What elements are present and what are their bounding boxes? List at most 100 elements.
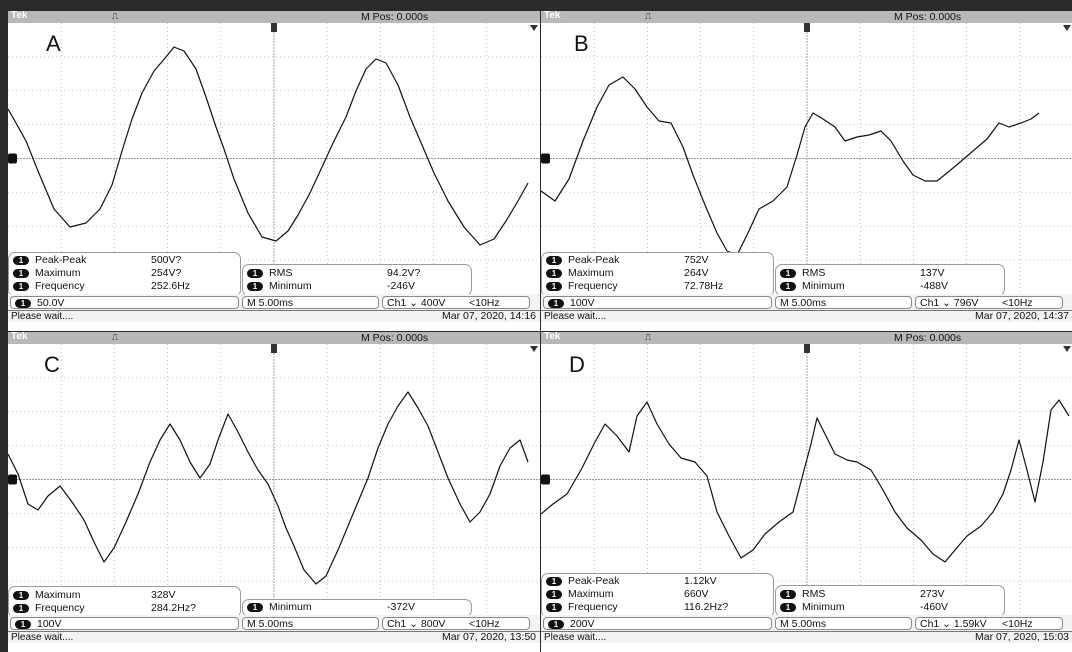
- divider: [541, 310, 1072, 311]
- measurement-row: 1 Minimum -372V: [247, 601, 467, 614]
- volts-per-div: 1 200V: [543, 617, 772, 630]
- measurement-box-left: 1 Peak-Peak 1.12kV 1 Maximum 660V 1 Frequen…: [541, 573, 774, 618]
- channel-1-ground-marker: [8, 153, 17, 164]
- channel-1-ground-marker: [541, 474, 550, 485]
- trigger-position-icon: ⎍: [645, 332, 652, 342]
- mpos-readout: M Pos: 0.000s: [361, 11, 429, 23]
- status-bar: 1 50.0V M 5.00ms Ch1 ⌄ 400V <10Hz Please w…: [8, 294, 540, 322]
- channel-1-badge: 1: [247, 602, 263, 612]
- channel-1-badge: 1: [247, 281, 263, 291]
- measurement-row: 1 Peak-Peak 1.12kV: [546, 575, 771, 588]
- measurement-label: 1 RMS: [247, 267, 292, 280]
- scope-header: Tek ⎍ M Pos: 0.000s: [8, 332, 540, 344]
- date-readout: Mar 07, 2020, 13:50: [442, 631, 536, 643]
- trigger-time-marker: [804, 23, 810, 32]
- panel-letter: D: [569, 352, 585, 377]
- measurement-box-left: 1 Maximum 328V 1 Frequency 284.2Hz?: [8, 586, 241, 618]
- measurement-value: 116.2Hz?: [684, 601, 729, 613]
- panel-letter: B: [574, 31, 589, 56]
- measurement-row: 1 Minimum -460V: [780, 601, 1000, 614]
- measurement-value: 137V: [920, 267, 945, 279]
- measurement-value: 284.2Hz?: [151, 602, 196, 614]
- channel-1-badge: 1: [780, 268, 796, 278]
- trigger-level-marker: [1063, 25, 1071, 31]
- channel-1-badge: 1: [13, 603, 29, 613]
- measurement-row: 1 Maximum 254V?: [13, 267, 238, 280]
- channel-1-badge: 1: [247, 268, 263, 278]
- waveform-trace: [541, 399, 1070, 563]
- channel-1-badge: 1: [546, 255, 562, 265]
- trigger-frequency: <10Hz: [1002, 297, 1033, 309]
- measurement-label: 1 Minimum: [247, 601, 312, 614]
- measurement-label: 1 Minimum: [247, 280, 312, 293]
- measurement-value: 264V: [684, 267, 709, 279]
- channel-1-ground-marker: [8, 474, 17, 485]
- measurement-value: 252.6Hz: [151, 280, 191, 292]
- measurement-label: 1 Frequency: [546, 280, 618, 293]
- trigger-readout: Ch1 ⌄ 1.59kV <10Hz: [915, 617, 1063, 630]
- scope-panel-d: Tek ⎍ M Pos: 0.000s D 1 Peak-Peak 1.12kV …: [541, 332, 1072, 652]
- timebase-readout: M 5.00ms: [775, 296, 912, 309]
- trigger-readout: Ch1 ⌄ 796V <10Hz: [915, 296, 1063, 309]
- measurement-value: -488V: [920, 280, 949, 292]
- scope-header: Tek ⎍ M Pos: 0.000s: [8, 11, 540, 23]
- channel-1-badge: 1: [548, 298, 564, 308]
- brand-label: Tek: [11, 11, 28, 21]
- measurement-row: 1 Minimum -488V: [780, 280, 1000, 293]
- panel-letter: A: [46, 31, 61, 56]
- measurement-row: 1 Frequency 252.6Hz: [13, 280, 238, 293]
- channel-1-badge: 1: [548, 619, 564, 629]
- brand-label: Tek: [544, 11, 561, 21]
- measurement-row: 1 Maximum 660V: [546, 588, 771, 601]
- channel-1-badge: 1: [15, 619, 31, 629]
- measurement-box-right: 1 RMS 94.2V? 1 Minimum -246V: [242, 264, 472, 296]
- measurement-row: 1 Maximum 264V: [546, 267, 771, 280]
- waveform-trace: [8, 391, 529, 585]
- measurement-box-right: 1 Minimum -372V: [242, 599, 472, 617]
- measurement-label: 1 Minimum: [780, 601, 845, 614]
- measurement-value: -246V: [387, 280, 416, 292]
- channel-1-badge: 1: [13, 268, 29, 278]
- trigger-frequency: <10Hz: [469, 297, 500, 309]
- brand-label: Tek: [11, 332, 28, 342]
- measurement-label: 1 RMS: [780, 588, 825, 601]
- divider: [8, 310, 540, 311]
- measurement-row: 1 Minimum -246V: [247, 280, 467, 293]
- channel-1-badge: 1: [13, 590, 29, 600]
- trigger-level-marker: [1063, 346, 1071, 352]
- measurement-row: 1 Frequency 116.2Hz?: [546, 601, 771, 614]
- channel-1-badge: 1: [546, 576, 562, 586]
- status-bar: 1 100V M 5.00ms Ch1 ⌄ 796V <10Hz Please wa…: [541, 294, 1072, 322]
- waveform-trace: [8, 46, 529, 246]
- channel-1-badge: 1: [780, 589, 796, 599]
- channel-1-badge: 1: [15, 298, 31, 308]
- measurement-value: 1.12kV: [684, 575, 717, 587]
- trigger-time-marker: [271, 23, 277, 32]
- volts-per-div: 1 100V: [543, 296, 772, 309]
- trigger-frequency: <10Hz: [1002, 618, 1033, 630]
- scope-panel-c: Tek ⎍ M Pos: 0.000s C 1 Maximum 328V 1 Fre…: [8, 332, 540, 652]
- channel-1-badge: 1: [546, 589, 562, 599]
- measurement-label: 1 Minimum: [780, 280, 845, 293]
- trigger-time-marker: [271, 344, 277, 353]
- measurement-label: 1 RMS: [780, 267, 825, 280]
- measurement-label: 1 Peak-Peak: [546, 575, 619, 588]
- measurement-value: 72.78Hz: [684, 280, 724, 292]
- date-readout: Mar 07, 2020, 14:37: [975, 310, 1069, 322]
- channel-1-badge: 1: [546, 602, 562, 612]
- measurement-label: 1 Maximum: [546, 267, 614, 280]
- measurement-row: 1 Peak-Peak 500V?: [13, 254, 238, 267]
- trigger-position-icon: ⎍: [112, 332, 119, 342]
- status-bar: 1 200V M 5.00ms Ch1 ⌄ 1.59kV <10Hz Please …: [541, 615, 1072, 643]
- scope-header: Tek ⎍ M Pos: 0.000s: [541, 332, 1072, 344]
- measurement-label: 1 Peak-Peak: [13, 254, 86, 267]
- trigger-position-icon: ⎍: [645, 11, 652, 21]
- trigger-time-marker: [804, 344, 810, 353]
- trigger-readout: Ch1 ⌄ 800V <10Hz: [382, 617, 530, 630]
- timebase-readout: M 5.00ms: [775, 617, 912, 630]
- measurement-value: 752V: [684, 254, 709, 266]
- measurement-value: 94.2V?: [387, 267, 421, 279]
- measurement-label: 1 Frequency: [546, 601, 618, 614]
- measurement-box-right: 1 RMS 137V 1 Minimum -488V: [775, 264, 1005, 296]
- channel-1-badge: 1: [546, 281, 562, 291]
